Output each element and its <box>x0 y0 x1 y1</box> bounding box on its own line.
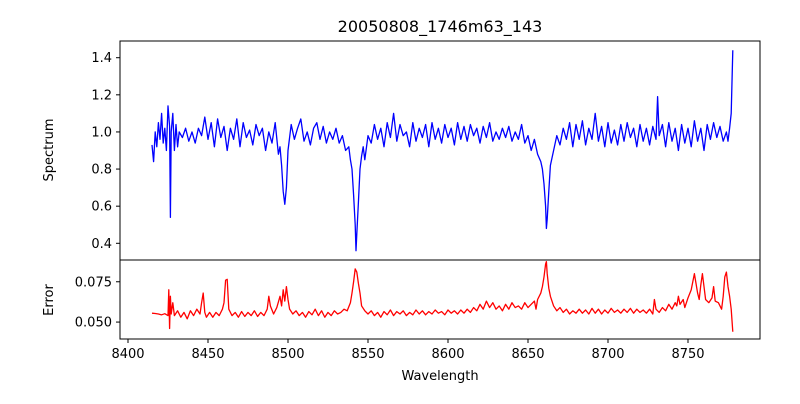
chart-title: 20050808_1746m63_143 <box>338 17 543 37</box>
x-tick-label: 8400 <box>111 347 144 362</box>
error-panel-frame <box>119 259 761 340</box>
error-panel-y-tick-label: 0.050 <box>75 316 112 331</box>
spectrum-panel-y-tick-label: 1.0 <box>91 125 112 140</box>
x-tick-label: 8650 <box>511 347 544 362</box>
spectrum-panel-y-tick-label: 0.4 <box>91 237 112 252</box>
x-axis-ticks: 8400 8450 8500 8550 8600 8650 8700 8750 <box>111 339 705 362</box>
x-tick-label: 8600 <box>431 347 464 362</box>
error-y-ticks: 0.050 0.075 <box>75 275 120 331</box>
x-tick-label: 8700 <box>591 347 624 362</box>
spectrum-panel-y-tick-label: 0.6 <box>91 200 112 215</box>
spectrum-y-ticks: 0.4 0.6 0.8 1.0 1.2 1.4 <box>91 51 120 252</box>
error-panel-y-tick-label: 0.075 <box>75 275 112 290</box>
error-panel: 0.050 0.075 Error <box>42 259 761 340</box>
x-tick-label: 8550 <box>351 347 384 362</box>
error-panel-series-line-0 <box>151 260 734 332</box>
error-lines <box>151 260 734 332</box>
spectrum-panel-y-tick-label: 0.8 <box>91 163 112 178</box>
error-y-axis-label: Error <box>42 284 57 316</box>
x-tick-label: 8750 <box>671 347 704 362</box>
x-tick-label: 8450 <box>191 347 224 362</box>
spectrum-lines <box>151 50 734 252</box>
x-tick-label: 8500 <box>271 347 304 362</box>
spectrum-y-axis-label: Spectrum <box>42 119 57 182</box>
x-axis-label: Wavelength <box>401 369 478 384</box>
spectrum-panel-y-tick-label: 1.2 <box>91 88 112 103</box>
spectrum-panel-series-line-0 <box>151 50 734 252</box>
spectrum-panel: 0.4 0.6 0.8 1.0 1.2 1.4 Spectrum <box>42 40 761 261</box>
spectrum-panel-y-tick-label: 1.4 <box>91 51 112 66</box>
